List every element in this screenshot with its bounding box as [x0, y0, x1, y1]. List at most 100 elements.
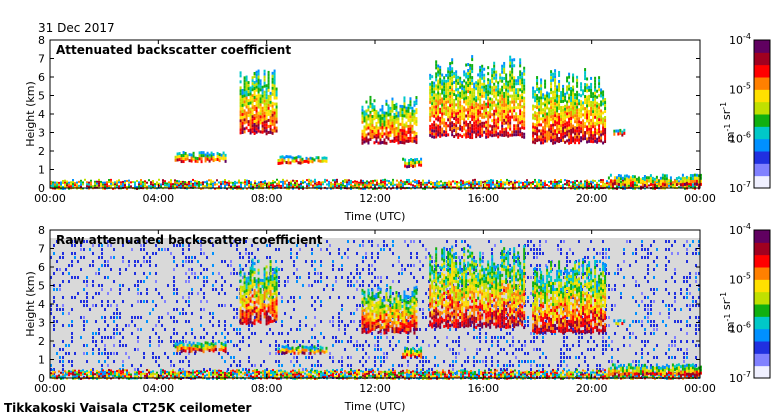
noise-speck	[116, 308, 118, 311]
backscatter-cell	[246, 181, 248, 184]
backscatter-cell	[251, 121, 254, 125]
backscatter-cell	[255, 70, 258, 74]
backscatter-cell	[451, 85, 454, 89]
backscatter-cell	[503, 100, 506, 104]
backscatter-cell	[375, 130, 378, 134]
noise-speck	[164, 300, 166, 303]
backscatter-cell	[182, 157, 185, 161]
backscatter-cell	[600, 185, 602, 188]
backscatter-cell	[607, 182, 610, 186]
backscatter-cell	[572, 85, 575, 89]
backscatter-cell	[497, 108, 500, 112]
backscatter-cell	[473, 115, 476, 119]
backscatter-cell	[441, 109, 444, 113]
backscatter-cell	[523, 90, 526, 94]
backscatter-cell	[470, 187, 472, 190]
noise-speck	[422, 244, 424, 247]
noise-speck	[401, 356, 403, 359]
noise-speck	[293, 296, 295, 299]
noise-speck	[275, 360, 277, 363]
backscatter-cell	[556, 124, 559, 128]
backscatter-cell	[72, 183, 74, 186]
backscatter-cell	[467, 101, 470, 105]
backscatter-cell	[564, 131, 567, 135]
backscatter-cell	[445, 79, 448, 83]
backscatter-cell	[495, 133, 498, 137]
backscatter-cell	[568, 141, 571, 145]
backscatter-cell	[507, 98, 510, 102]
noise-speck	[362, 284, 364, 287]
noise-speck	[422, 360, 424, 363]
backscatter-cell	[668, 184, 670, 187]
backscatter-cell	[236, 181, 238, 184]
backscatter-cell	[489, 82, 492, 86]
backscatter-cell	[656, 182, 658, 185]
backscatter-cell	[447, 115, 450, 119]
backscatter-cell	[439, 122, 442, 126]
backscatter-cell	[381, 113, 384, 117]
backscatter-cell	[310, 179, 312, 182]
backscatter-cell	[367, 114, 370, 118]
noise-speck	[341, 276, 343, 279]
noise-speck	[212, 324, 214, 327]
backscatter-cell	[50, 184, 52, 187]
backscatter-cell	[465, 135, 468, 139]
backscatter-cell	[481, 94, 484, 98]
backscatter-cell	[412, 161, 415, 165]
backscatter-cell	[606, 184, 608, 187]
noise-speck	[149, 260, 151, 263]
backscatter-cell	[479, 128, 482, 132]
backscatter-cell	[176, 152, 179, 156]
backscatter-cell	[624, 185, 626, 188]
noise-speck	[377, 256, 379, 259]
backscatter-cell	[558, 70, 561, 74]
backscatter-cell	[519, 79, 522, 83]
backscatter-cell	[276, 178, 278, 181]
noise-speck	[368, 240, 370, 243]
backscatter-cell	[572, 185, 574, 188]
colorbar-swatch	[754, 77, 770, 90]
backscatter-cell	[552, 180, 554, 183]
backscatter-cell	[257, 93, 260, 97]
backscatter-cell	[572, 130, 575, 134]
noise-speck	[392, 280, 394, 283]
noise-speck	[299, 248, 301, 251]
backscatter-cell	[299, 158, 302, 162]
backscatter-cell	[387, 122, 390, 126]
backscatter-cell	[275, 90, 278, 94]
backscatter-cell	[483, 124, 486, 128]
backscatter-cell	[220, 156, 223, 160]
backscatter-cell	[570, 101, 573, 105]
backscatter-cell	[485, 96, 488, 100]
noise-speck	[203, 336, 205, 339]
backscatter-cell	[443, 112, 446, 116]
backscatter-cell	[570, 107, 573, 111]
backscatter-cell	[269, 118, 272, 122]
backscatter-cell	[612, 185, 614, 188]
noise-speck	[362, 240, 364, 243]
backscatter-cell	[536, 181, 538, 184]
noise-speck	[86, 240, 88, 243]
backscatter-cell	[474, 180, 476, 183]
backscatter-cell	[556, 121, 559, 125]
date-label: 31 Dec 2017	[38, 21, 115, 35]
backscatter-cell	[574, 126, 577, 130]
backscatter-cell	[150, 181, 152, 184]
noise-speck	[425, 256, 427, 259]
backscatter-cell	[80, 183, 82, 186]
backscatter-cell	[463, 79, 466, 83]
backscatter-cell	[632, 187, 634, 190]
backscatter-cell	[592, 104, 595, 108]
noise-speck	[299, 328, 301, 331]
backscatter-cell	[265, 111, 268, 115]
backscatter-cell	[249, 119, 252, 123]
backscatter-cell	[592, 137, 595, 141]
backscatter-cell	[467, 110, 470, 114]
backscatter-cell	[504, 183, 506, 186]
backscatter-cell	[388, 186, 390, 189]
backscatter-cell	[358, 185, 360, 188]
backscatter-cell	[267, 106, 270, 110]
backscatter-cell	[415, 132, 418, 136]
backscatter-cell	[451, 76, 454, 80]
backscatter-cell	[239, 98, 242, 102]
